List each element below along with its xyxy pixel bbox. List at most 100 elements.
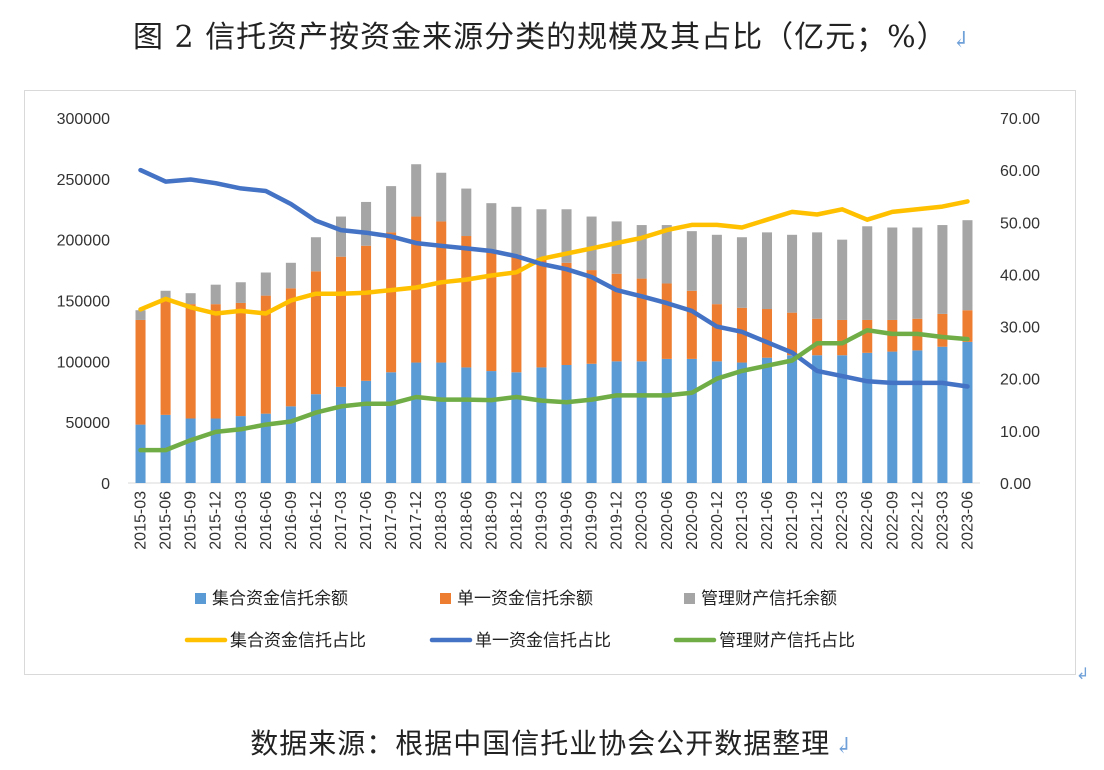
bar-single bbox=[736, 307, 747, 363]
x-tick-label: 2019-03 bbox=[533, 491, 550, 550]
y-left-tick-label: 100000 bbox=[57, 354, 110, 371]
bar-single bbox=[335, 256, 347, 387]
x-tick-label: 2017-09 bbox=[383, 491, 400, 550]
bar-single bbox=[636, 278, 647, 362]
x-tick-label: 2022-12 bbox=[909, 491, 926, 550]
source-note: 数据来源：根据中国信托业协会公开数据整理 ↲ bbox=[0, 722, 1104, 762]
bar-collective bbox=[636, 361, 647, 483]
y-left-tick-label: 150000 bbox=[57, 294, 110, 311]
bar-single bbox=[436, 221, 447, 363]
legend-swatch bbox=[684, 593, 695, 604]
bar-single bbox=[686, 290, 697, 359]
y-left-tick-label: 250000 bbox=[57, 172, 110, 189]
x-tick-label: 2022-03 bbox=[834, 491, 851, 550]
legend-label: 管理财产信托占比 bbox=[719, 631, 855, 651]
bar-property bbox=[787, 234, 798, 313]
x-tick-label: 2016-03 bbox=[233, 491, 250, 550]
legend-label: 单一资金信托余额 bbox=[457, 589, 593, 609]
bar-collective bbox=[210, 418, 221, 483]
bar-property bbox=[185, 293, 196, 305]
line-property-share bbox=[138, 327, 970, 453]
bar-collective bbox=[736, 362, 747, 483]
bar-collective bbox=[411, 362, 422, 483]
legend-swatch bbox=[195, 593, 206, 604]
bar-single bbox=[787, 312, 798, 356]
bar-collective bbox=[887, 351, 898, 483]
bar-property bbox=[335, 216, 347, 257]
legend-label: 集合资金信托占比 bbox=[230, 631, 366, 651]
bar-single bbox=[586, 270, 597, 364]
bar-collective bbox=[812, 355, 823, 483]
return-mark-icon: ↲ bbox=[834, 734, 854, 759]
bar-property bbox=[937, 225, 948, 314]
bar-collective bbox=[837, 355, 848, 483]
x-tick-label: 2017-06 bbox=[358, 491, 375, 550]
bar-property bbox=[812, 232, 823, 319]
x-tick-label: 2016-12 bbox=[308, 491, 325, 550]
bar-single bbox=[561, 262, 572, 365]
bar-property bbox=[361, 201, 372, 246]
line-collective-share bbox=[138, 199, 970, 316]
bar-single bbox=[837, 319, 848, 356]
x-tick-label: 2016-09 bbox=[283, 491, 300, 550]
bar-property bbox=[411, 164, 422, 217]
bar-single bbox=[711, 304, 722, 362]
legend-label: 管理财产信托余额 bbox=[701, 589, 837, 609]
x-tick-label: 2021-12 bbox=[809, 491, 826, 550]
x-tick-label: 2015-09 bbox=[183, 491, 200, 550]
x-tick-label: 2019-12 bbox=[609, 491, 626, 550]
x-tick-label: 2022-09 bbox=[884, 491, 901, 550]
bar-collective bbox=[511, 372, 522, 483]
bar-collective bbox=[761, 357, 773, 483]
x-tick-label: 2018-06 bbox=[458, 491, 475, 550]
source-text: 数据来源：根据中国信托业协会公开数据整理 bbox=[250, 727, 831, 760]
bar-collective bbox=[461, 367, 472, 483]
bar-property bbox=[235, 282, 246, 303]
bar-single bbox=[461, 236, 472, 368]
bar-property bbox=[887, 227, 898, 320]
y-left-tick-label: 300000 bbox=[57, 111, 110, 128]
bar-single bbox=[235, 302, 246, 417]
bar-property bbox=[135, 310, 146, 320]
x-tick-label: 2018-09 bbox=[483, 491, 500, 550]
bar-property bbox=[561, 209, 572, 263]
x-tick-label: 2022-06 bbox=[859, 491, 876, 550]
bar-property bbox=[260, 272, 271, 296]
legend-label: 集合资金信托余额 bbox=[212, 589, 348, 609]
y-right-tick-label: 60.00 bbox=[1000, 163, 1040, 180]
x-tick-label: 2017-03 bbox=[333, 491, 350, 550]
chart-title-text: 图 2 信托资产按资金来源分类的规模及其占比（亿元；%） bbox=[132, 20, 948, 55]
bar-property bbox=[711, 234, 722, 305]
bar-collective bbox=[135, 424, 146, 483]
bar-single bbox=[160, 299, 171, 415]
bar-property bbox=[736, 237, 747, 308]
bar-property bbox=[586, 216, 597, 271]
bar-single bbox=[862, 319, 873, 353]
chart-title: 图 2 信托资产按资金来源分类的规模及其占比（亿元；%） ↲ bbox=[0, 12, 1104, 56]
x-tick-label: 2015-06 bbox=[158, 491, 175, 550]
bar-collective bbox=[386, 372, 397, 483]
y-right-tick-label: 20.00 bbox=[1000, 372, 1040, 389]
y-left-tick-label: 0 bbox=[101, 476, 110, 493]
bar-collective bbox=[912, 350, 923, 483]
bar-collective bbox=[862, 352, 873, 483]
bar-property bbox=[511, 206, 522, 255]
bar-single bbox=[536, 257, 547, 368]
bar-property bbox=[486, 203, 497, 250]
y-right-tick-label: 10.00 bbox=[1000, 424, 1040, 441]
x-tick-label: 2021-03 bbox=[734, 491, 751, 550]
bar-single bbox=[260, 295, 271, 414]
bar-single bbox=[386, 232, 397, 373]
bar-collective bbox=[561, 364, 572, 483]
bar-single bbox=[611, 273, 622, 362]
return-mark-icon: ↲ bbox=[1076, 664, 1090, 683]
bar-single bbox=[812, 318, 823, 356]
bar-collective bbox=[937, 346, 948, 483]
bar-collective bbox=[436, 362, 447, 483]
x-tick-label: 2017-12 bbox=[408, 491, 425, 550]
bar-collective bbox=[310, 394, 321, 483]
x-tick-label: 2016-06 bbox=[258, 491, 275, 550]
bar-collective bbox=[586, 363, 597, 483]
bar-property bbox=[611, 221, 622, 274]
bar-property bbox=[210, 284, 221, 305]
